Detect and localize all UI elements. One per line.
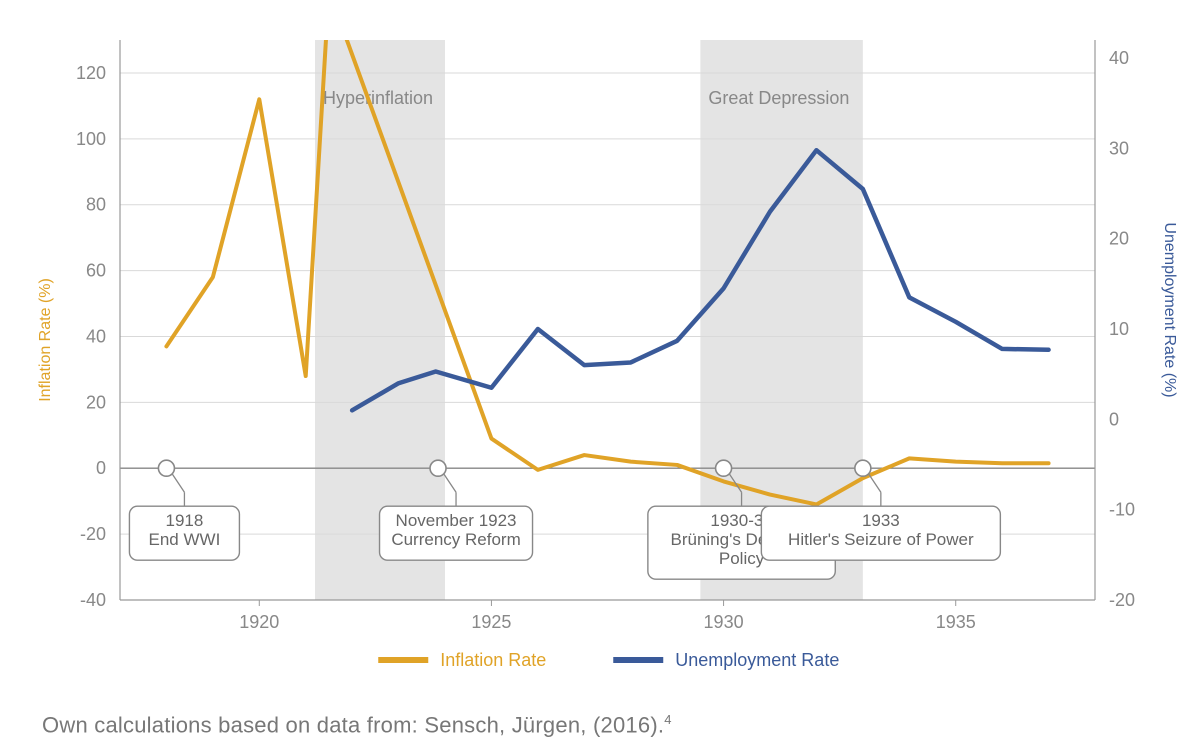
legend-label: Unemployment Rate bbox=[675, 650, 839, 670]
y-right-tick-label: 0 bbox=[1109, 409, 1119, 429]
callout-marker bbox=[430, 460, 446, 476]
y-right-tick-label: 10 bbox=[1109, 319, 1129, 339]
y-left-tick-label: 20 bbox=[86, 392, 106, 412]
y-right-tick-label: -20 bbox=[1109, 590, 1135, 610]
callout-marker bbox=[716, 460, 732, 476]
caption-footnote: 4 bbox=[664, 712, 671, 727]
y-right-tick-label: 40 bbox=[1109, 48, 1129, 68]
legend-label: Inflation Rate bbox=[440, 650, 546, 670]
y-left-tick-label: 80 bbox=[86, 195, 106, 215]
callout-text: End WWI bbox=[149, 530, 221, 549]
x-tick-label: 1935 bbox=[936, 612, 976, 632]
caption-text: Own calculations based on data from: Sen… bbox=[42, 712, 664, 737]
y-left-tick-label: -40 bbox=[80, 590, 106, 610]
callout-text: Currency Reform bbox=[391, 530, 520, 549]
y-left-tick-label: 120 bbox=[76, 63, 106, 83]
y-right-tick-label: 20 bbox=[1109, 229, 1129, 249]
chart-container: Hyperinflation Great Depression -40 -20 0 20 4… bbox=[0, 0, 1200, 754]
x-tick-label: 1925 bbox=[471, 612, 511, 632]
callout-text: 1918 bbox=[166, 511, 204, 530]
legend-swatch bbox=[613, 657, 663, 663]
y-left-tick-label: 0 bbox=[96, 458, 106, 478]
y-left-tick-label: 40 bbox=[86, 326, 106, 346]
legend-swatch bbox=[378, 657, 428, 663]
callout-text: November 1923 bbox=[396, 511, 517, 530]
chart-svg: Hyperinflation Great Depression -40 -20 0 20 4… bbox=[0, 0, 1200, 700]
band-label: Hyperinflation bbox=[323, 88, 433, 108]
band-label: Great Depression bbox=[708, 88, 849, 108]
y-left-tick-label: 60 bbox=[86, 261, 106, 281]
callout-text: Hitler's Seizure of Power bbox=[788, 530, 974, 549]
y-right-tick-label: 30 bbox=[1109, 138, 1129, 158]
callout-marker bbox=[855, 460, 871, 476]
x-tick-label: 1930 bbox=[704, 612, 744, 632]
y-right-tick-label: -10 bbox=[1109, 500, 1135, 520]
callout-text: Policy bbox=[719, 549, 765, 568]
y-left-axis-label: Inflation Rate (%) bbox=[37, 278, 54, 402]
y-right-axis-label: Unemployment Rate (%) bbox=[1161, 222, 1178, 397]
y-left-tick-label: 100 bbox=[76, 129, 106, 149]
callout-text: 1933 bbox=[862, 511, 900, 530]
y-left-tick-label: -20 bbox=[80, 524, 106, 544]
x-tick-label: 1920 bbox=[239, 612, 279, 632]
callout-marker bbox=[158, 460, 174, 476]
chart-caption: Own calculations based on data from: Sen… bbox=[42, 712, 672, 738]
